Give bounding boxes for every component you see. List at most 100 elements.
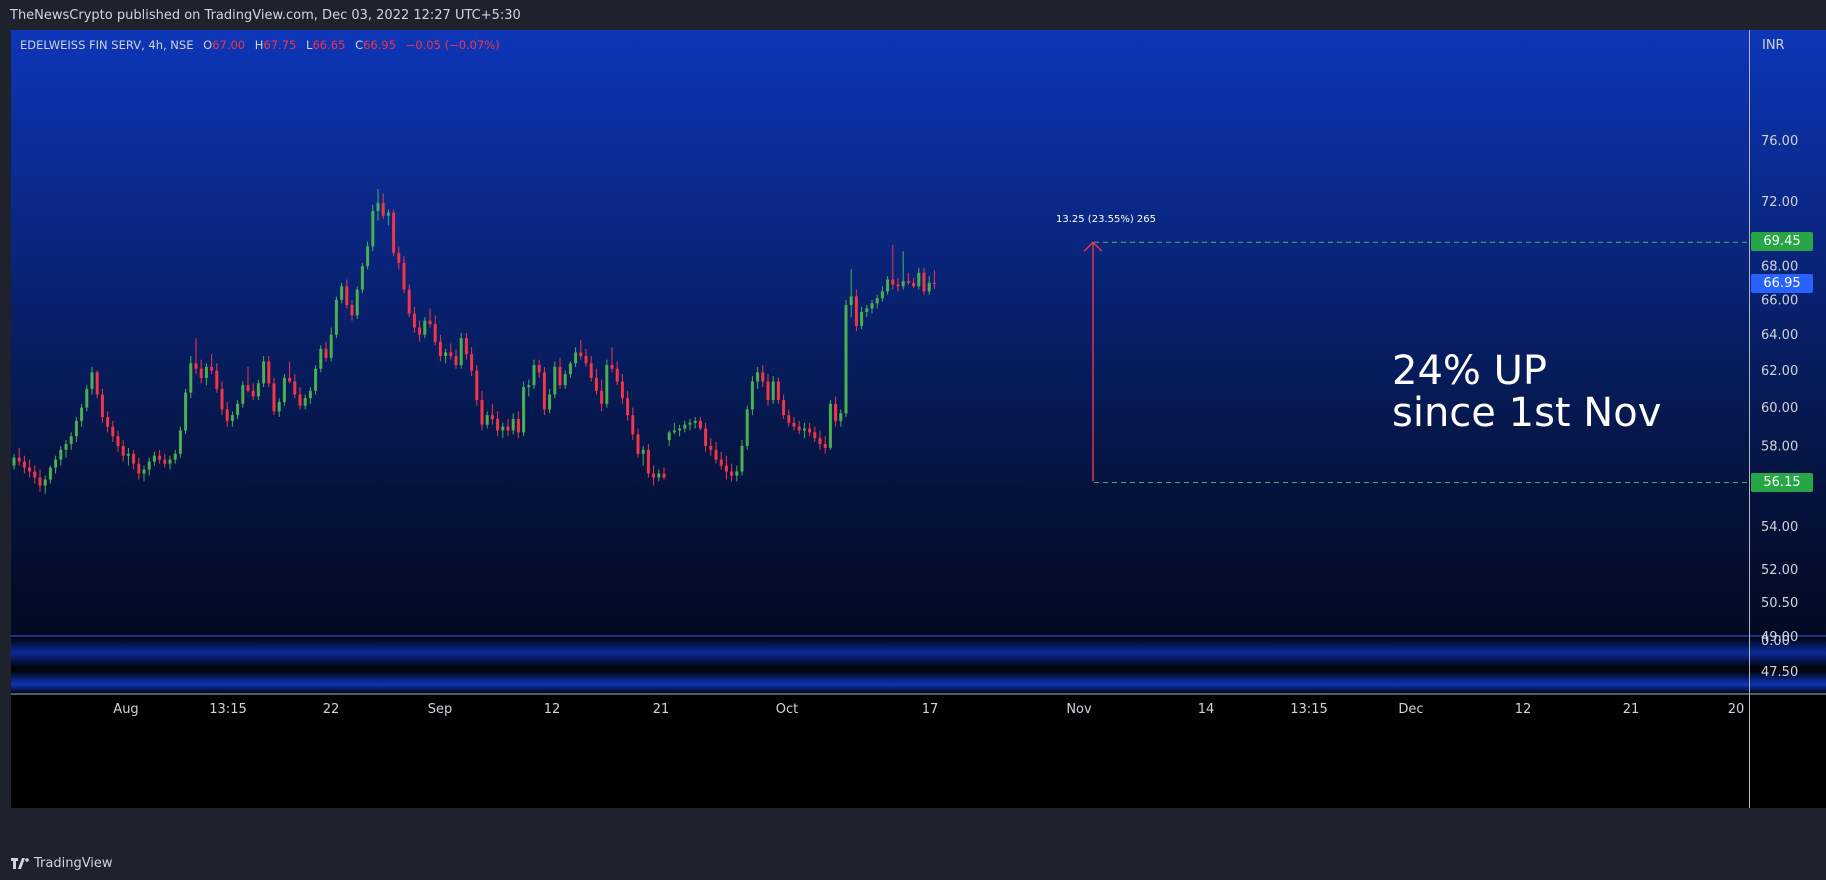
candle xyxy=(241,381,245,408)
candle xyxy=(85,385,89,412)
candle xyxy=(839,409,843,427)
candle-body xyxy=(412,313,416,328)
candle-body xyxy=(64,443,68,450)
candle-body xyxy=(865,308,869,312)
candle-body xyxy=(475,370,479,401)
candle-body xyxy=(662,473,666,478)
candle xyxy=(912,277,916,288)
candle xyxy=(844,299,848,418)
measure-tool[interactable] xyxy=(1083,241,1103,482)
time-axis-ticks: Aug 13:15 22 Sep 12 21 Oct 17 Nov 14 13:15 Dec 12 21 2… xyxy=(113,702,1744,717)
candle xyxy=(355,286,359,319)
candle xyxy=(360,262,364,294)
candle-body xyxy=(54,459,58,468)
candle-body xyxy=(636,434,640,454)
candle xyxy=(433,315,437,346)
candle xyxy=(787,409,791,427)
candle-body xyxy=(896,284,900,287)
candle-body xyxy=(28,467,32,472)
candle xyxy=(38,469,42,492)
candle xyxy=(771,376,775,404)
candle-body xyxy=(901,281,905,287)
candle xyxy=(610,347,614,373)
candle-body xyxy=(199,368,203,378)
candle xyxy=(116,430,120,452)
candle-body xyxy=(152,455,156,462)
candle-body xyxy=(854,296,858,326)
candle xyxy=(511,413,515,435)
candle xyxy=(922,267,926,295)
candle-body xyxy=(792,422,796,427)
candle-body xyxy=(709,445,713,450)
candle xyxy=(501,422,505,439)
candle xyxy=(33,465,37,484)
symbol-name[interactable]: EDELWEISS FIN SERV, 4h, NSE xyxy=(20,38,194,52)
candle xyxy=(428,308,432,328)
candle xyxy=(28,459,32,478)
candle-body xyxy=(704,428,708,446)
candle-body xyxy=(355,289,359,316)
candle xyxy=(563,370,567,389)
candle-body xyxy=(267,361,271,384)
candle xyxy=(100,388,104,423)
candle xyxy=(631,407,635,441)
candle-body xyxy=(43,479,47,486)
candle xyxy=(54,455,58,474)
price-tick-label: 52.00 xyxy=(1761,563,1798,578)
candle xyxy=(854,289,858,332)
time-tick-label: 14 xyxy=(1198,702,1215,717)
candle-body xyxy=(449,352,453,357)
candle xyxy=(745,405,749,450)
candle xyxy=(74,417,78,443)
candle xyxy=(818,430,822,450)
candle xyxy=(308,387,312,404)
candle xyxy=(392,209,396,257)
candle xyxy=(324,341,328,362)
volume-pane xyxy=(11,636,1826,669)
candle-body xyxy=(360,266,364,290)
currency-label[interactable]: INR xyxy=(1762,38,1785,53)
candle-body xyxy=(433,324,437,342)
candle-body xyxy=(251,390,255,397)
candle-body xyxy=(272,383,276,412)
time-tick-label: 21 xyxy=(1623,702,1640,717)
candle-body xyxy=(813,432,817,439)
candle xyxy=(646,443,650,478)
candle-body xyxy=(204,366,208,378)
candle xyxy=(43,475,47,494)
footer: TradingView xyxy=(0,848,1826,880)
candle-body xyxy=(381,203,385,216)
candle xyxy=(626,390,630,421)
candle-body xyxy=(657,473,661,478)
candle xyxy=(516,411,520,439)
candle xyxy=(423,317,427,339)
candle-body xyxy=(163,459,167,464)
price-tick-label: 47.50 xyxy=(1761,665,1798,680)
candle-body xyxy=(724,465,728,472)
candle-body xyxy=(277,401,281,412)
candle-body xyxy=(927,282,931,292)
candle-body xyxy=(428,320,432,325)
candle xyxy=(376,189,380,221)
chart-area[interactable]: 76.00 72.00 68.00 66.00 64.00 62.00 60.00 58.00… xyxy=(11,30,1826,808)
candle xyxy=(236,400,240,419)
candle-body xyxy=(376,203,380,211)
candle-body xyxy=(823,443,827,448)
candle xyxy=(163,453,167,468)
tradingview-brand: TradingView xyxy=(34,856,113,871)
price-tick-label: 54.00 xyxy=(1761,520,1798,535)
candle-body xyxy=(641,449,645,454)
candle xyxy=(215,363,219,393)
candle xyxy=(693,417,697,429)
candle xyxy=(568,361,572,378)
price-chart[interactable]: 76.00 72.00 68.00 66.00 64.00 62.00 60.00 58.00… xyxy=(11,30,1826,808)
candle xyxy=(178,426,182,458)
candle-body xyxy=(568,363,572,375)
candle-body xyxy=(589,363,593,378)
candle xyxy=(750,376,754,416)
candle-body xyxy=(740,445,744,472)
candle-body xyxy=(574,352,578,364)
candle-body xyxy=(714,449,718,460)
tradingview-logo[interactable]: TradingView xyxy=(11,856,113,871)
candle-body xyxy=(397,252,401,263)
